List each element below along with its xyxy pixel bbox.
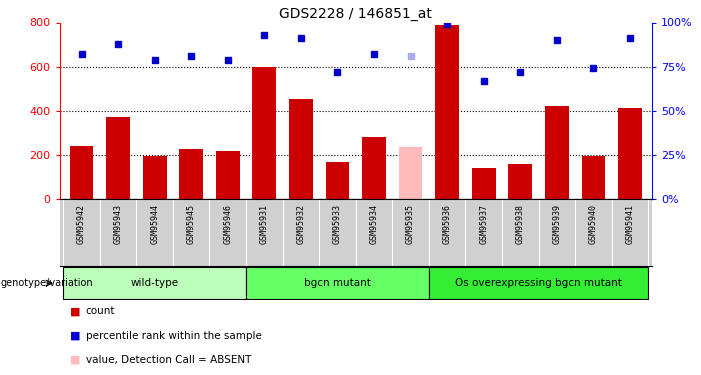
- Bar: [63, 267, 246, 299]
- Title: GDS2228 / 146851_at: GDS2228 / 146851_at: [279, 8, 433, 21]
- Text: GSM95935: GSM95935: [406, 204, 415, 244]
- Text: GSM95936: GSM95936: [442, 204, 451, 244]
- Text: value, Detection Call = ABSENT: value, Detection Call = ABSENT: [86, 355, 251, 365]
- Text: genotype/variation: genotype/variation: [1, 278, 93, 288]
- Bar: [246, 267, 429, 299]
- Text: ■: ■: [70, 331, 81, 340]
- Text: GSM95940: GSM95940: [589, 204, 598, 244]
- Bar: [143, 156, 167, 199]
- Bar: [582, 156, 605, 199]
- Text: GSM95931: GSM95931: [260, 204, 269, 244]
- Text: ■: ■: [70, 355, 81, 365]
- Bar: [216, 152, 240, 199]
- Text: bgcn mutant: bgcn mutant: [304, 278, 371, 288]
- Bar: [435, 25, 459, 199]
- Text: percentile rank within the sample: percentile rank within the sample: [86, 331, 261, 340]
- Text: GSM95946: GSM95946: [224, 204, 232, 244]
- Text: GSM95941: GSM95941: [625, 204, 634, 244]
- Bar: [399, 147, 423, 199]
- Text: GSM95933: GSM95933: [333, 204, 342, 244]
- Bar: [289, 99, 313, 199]
- Text: GSM95939: GSM95939: [552, 204, 562, 244]
- Bar: [252, 67, 276, 199]
- Text: GSM95937: GSM95937: [479, 204, 488, 244]
- Text: count: count: [86, 306, 115, 316]
- Bar: [179, 149, 203, 199]
- Bar: [472, 168, 496, 199]
- Text: GSM95938: GSM95938: [516, 204, 525, 244]
- Bar: [107, 117, 130, 199]
- Text: GSM95945: GSM95945: [186, 204, 196, 244]
- Bar: [325, 162, 349, 199]
- Text: GSM95943: GSM95943: [114, 204, 123, 244]
- Text: GSM95944: GSM95944: [150, 204, 159, 244]
- Bar: [69, 146, 93, 199]
- Text: ■: ■: [70, 306, 81, 316]
- Bar: [618, 108, 642, 199]
- Bar: [429, 267, 648, 299]
- Text: Os overexpressing bgcn mutant: Os overexpressing bgcn mutant: [455, 278, 622, 288]
- Bar: [508, 164, 532, 199]
- Text: wild-type: wild-type: [130, 278, 179, 288]
- Text: GSM95942: GSM95942: [77, 204, 86, 244]
- Text: GSM95932: GSM95932: [297, 204, 306, 244]
- Bar: [545, 106, 569, 199]
- Bar: [362, 137, 386, 199]
- Text: GSM95934: GSM95934: [369, 204, 379, 244]
